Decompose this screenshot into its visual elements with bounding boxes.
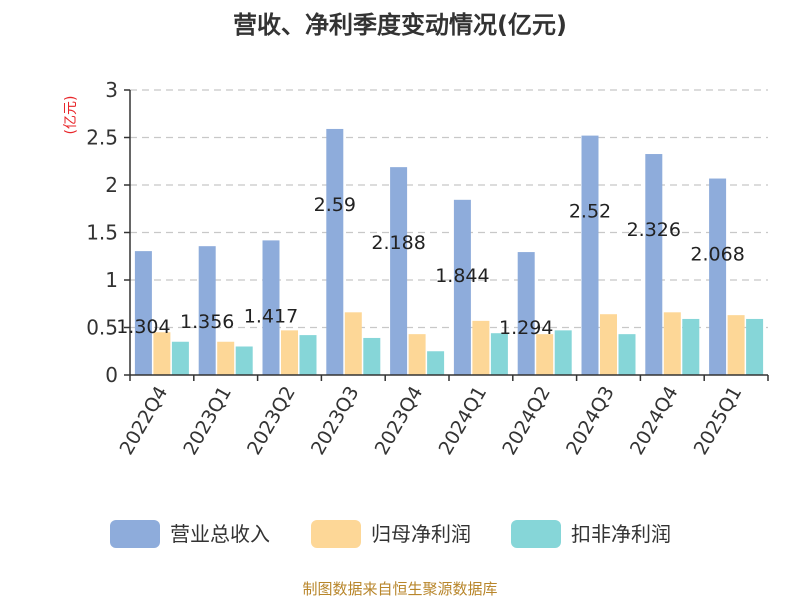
x-tick-label: 2023Q4	[371, 383, 428, 459]
legend-label: 扣非净利润	[571, 522, 671, 546]
bar	[363, 337, 381, 375]
bars	[134, 128, 764, 375]
bar	[663, 312, 681, 375]
legend-swatch	[110, 520, 160, 548]
data-label: 1.844	[435, 265, 489, 287]
data-label: 2.068	[690, 244, 744, 266]
legend-swatch	[311, 520, 361, 548]
x-tick-label: 2023Q2	[243, 383, 300, 459]
bar	[645, 154, 663, 375]
bar	[554, 330, 572, 375]
bar	[490, 333, 508, 375]
bar	[581, 135, 599, 375]
bar	[472, 320, 490, 375]
y-axis-label: (亿元)	[63, 96, 79, 135]
y-tick-label: 2	[105, 173, 118, 197]
data-label: 1.294	[499, 317, 553, 339]
x-tick-label: 2024Q3	[562, 383, 619, 459]
legend: 营业总收入 归母净利润 扣非净利润	[110, 520, 671, 548]
bar	[453, 199, 471, 375]
bar	[427, 351, 445, 375]
bar	[408, 334, 426, 375]
data-label: 2.59	[314, 194, 356, 216]
bar	[390, 167, 408, 375]
bar	[198, 246, 216, 375]
data-label: 2.188	[371, 232, 425, 254]
bar	[746, 318, 764, 375]
legend-label: 归母净利润	[371, 522, 471, 546]
x-tick-label: 2024Q1	[434, 383, 491, 459]
bar	[344, 312, 362, 375]
y-tick-label: 3	[105, 78, 118, 102]
y-tick-label: 1.5	[86, 221, 118, 245]
bar	[600, 314, 617, 375]
x-tick-label: 2023Q1	[179, 383, 236, 459]
bar	[536, 334, 554, 375]
y-tick-label: 2.5	[86, 126, 118, 150]
bar	[682, 318, 700, 375]
data-labels: 1.304 1.356 1.417 2.59 2.188 1.844 1.294 2.52 2.…	[116, 194, 745, 339]
data-label: 1.356	[180, 311, 234, 333]
y-tick-label: 1	[105, 268, 118, 292]
bar	[281, 330, 298, 375]
x-tick-label: 2022Q4	[115, 383, 172, 459]
source-note: 制图数据来自恒生聚源数据库	[302, 580, 497, 598]
bar	[171, 341, 189, 375]
chart-title: 营收、净利季度变动情况(亿元)	[233, 11, 567, 39]
bar	[618, 334, 636, 375]
data-label: 2.326	[627, 219, 681, 241]
bar	[262, 240, 280, 375]
bar	[326, 128, 344, 375]
data-label: 1.417	[244, 305, 298, 327]
x-tick-label: 2023Q3	[307, 383, 364, 459]
x-tick-label: 2024Q4	[626, 383, 683, 459]
bar	[217, 341, 235, 375]
bar	[235, 346, 253, 375]
bar	[153, 332, 171, 375]
data-label: 1.304	[116, 316, 170, 338]
y-tick-label: 0	[105, 363, 118, 387]
y-tick-label: 0.5	[86, 316, 118, 340]
grid-lines	[130, 89, 768, 329]
legend-swatch	[511, 520, 561, 548]
x-tick-label: 2024Q2	[498, 383, 555, 459]
bar	[517, 252, 535, 375]
bar	[134, 251, 152, 375]
data-label: 2.52	[569, 201, 611, 223]
x-tick-label: 2025Q1	[690, 383, 747, 459]
bar	[709, 178, 727, 375]
bar	[727, 315, 745, 375]
legend-label: 营业总收入	[170, 522, 270, 546]
bar	[299, 335, 317, 375]
